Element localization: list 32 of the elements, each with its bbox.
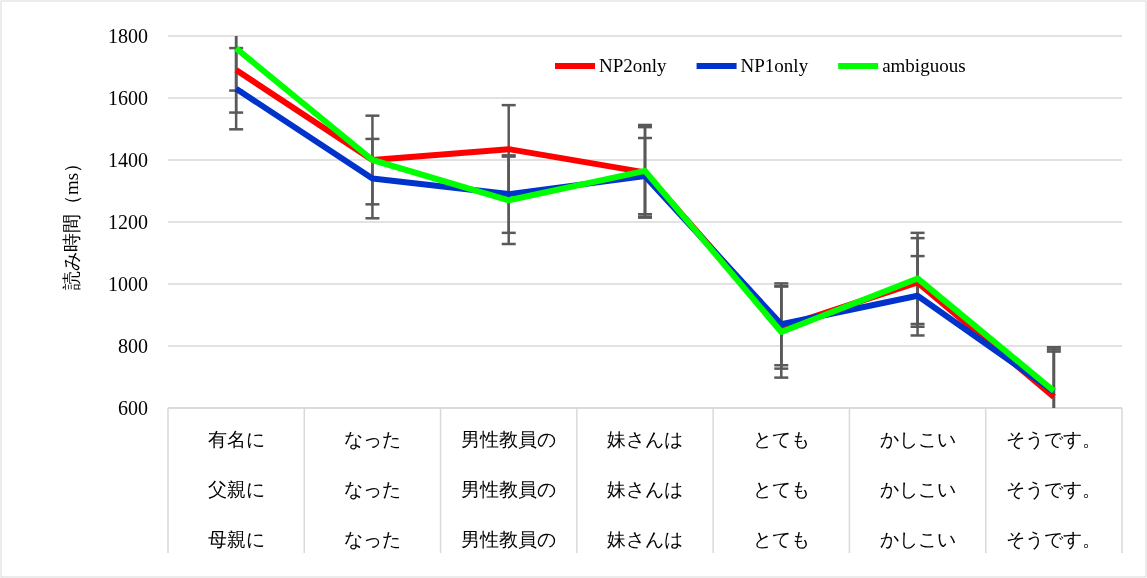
x-tick-label: 有名に	[207, 429, 265, 450]
legend-label: NP2only	[599, 55, 668, 76]
text: かしこい	[879, 529, 956, 550]
text: なった	[343, 479, 401, 500]
text: とても	[752, 529, 810, 550]
x-tick-label: 妹さんは	[607, 429, 683, 450]
x-tick-label: そうです。	[1006, 429, 1102, 450]
y-tick-label: 1000	[108, 272, 148, 295]
y-tick-label: 600	[118, 396, 148, 419]
text: 妹さんは	[607, 529, 683, 550]
legend-label: NP1only	[740, 55, 809, 76]
text: 母親に	[207, 529, 265, 550]
text: 父親に	[207, 479, 265, 500]
text: とても	[752, 479, 810, 500]
y-tick-label: 1600	[108, 86, 148, 109]
x-tick-label: かしこい	[879, 429, 956, 450]
text: 妹さんは	[607, 479, 683, 500]
text: そうです。	[1006, 479, 1102, 500]
y-tick-label: 1400	[108, 148, 148, 171]
text: 男性教員の	[461, 479, 557, 500]
y-axis-title: 読み時間（ms）	[61, 153, 82, 291]
x-tick-label: 男性教員の	[461, 429, 557, 450]
y-tick-label: 1800	[108, 24, 148, 47]
y-tick-label: 1200	[108, 210, 148, 233]
x-tick-label: なった	[343, 429, 401, 450]
text: 男性教員の	[461, 529, 557, 550]
x-tick-label: とても	[752, 429, 810, 450]
y-tick-label: 800	[118, 334, 148, 357]
text: かしこい	[879, 479, 956, 500]
legend-label: ambiguous	[882, 55, 966, 76]
text: そうです。	[1006, 529, 1102, 550]
text: なった	[343, 529, 401, 550]
